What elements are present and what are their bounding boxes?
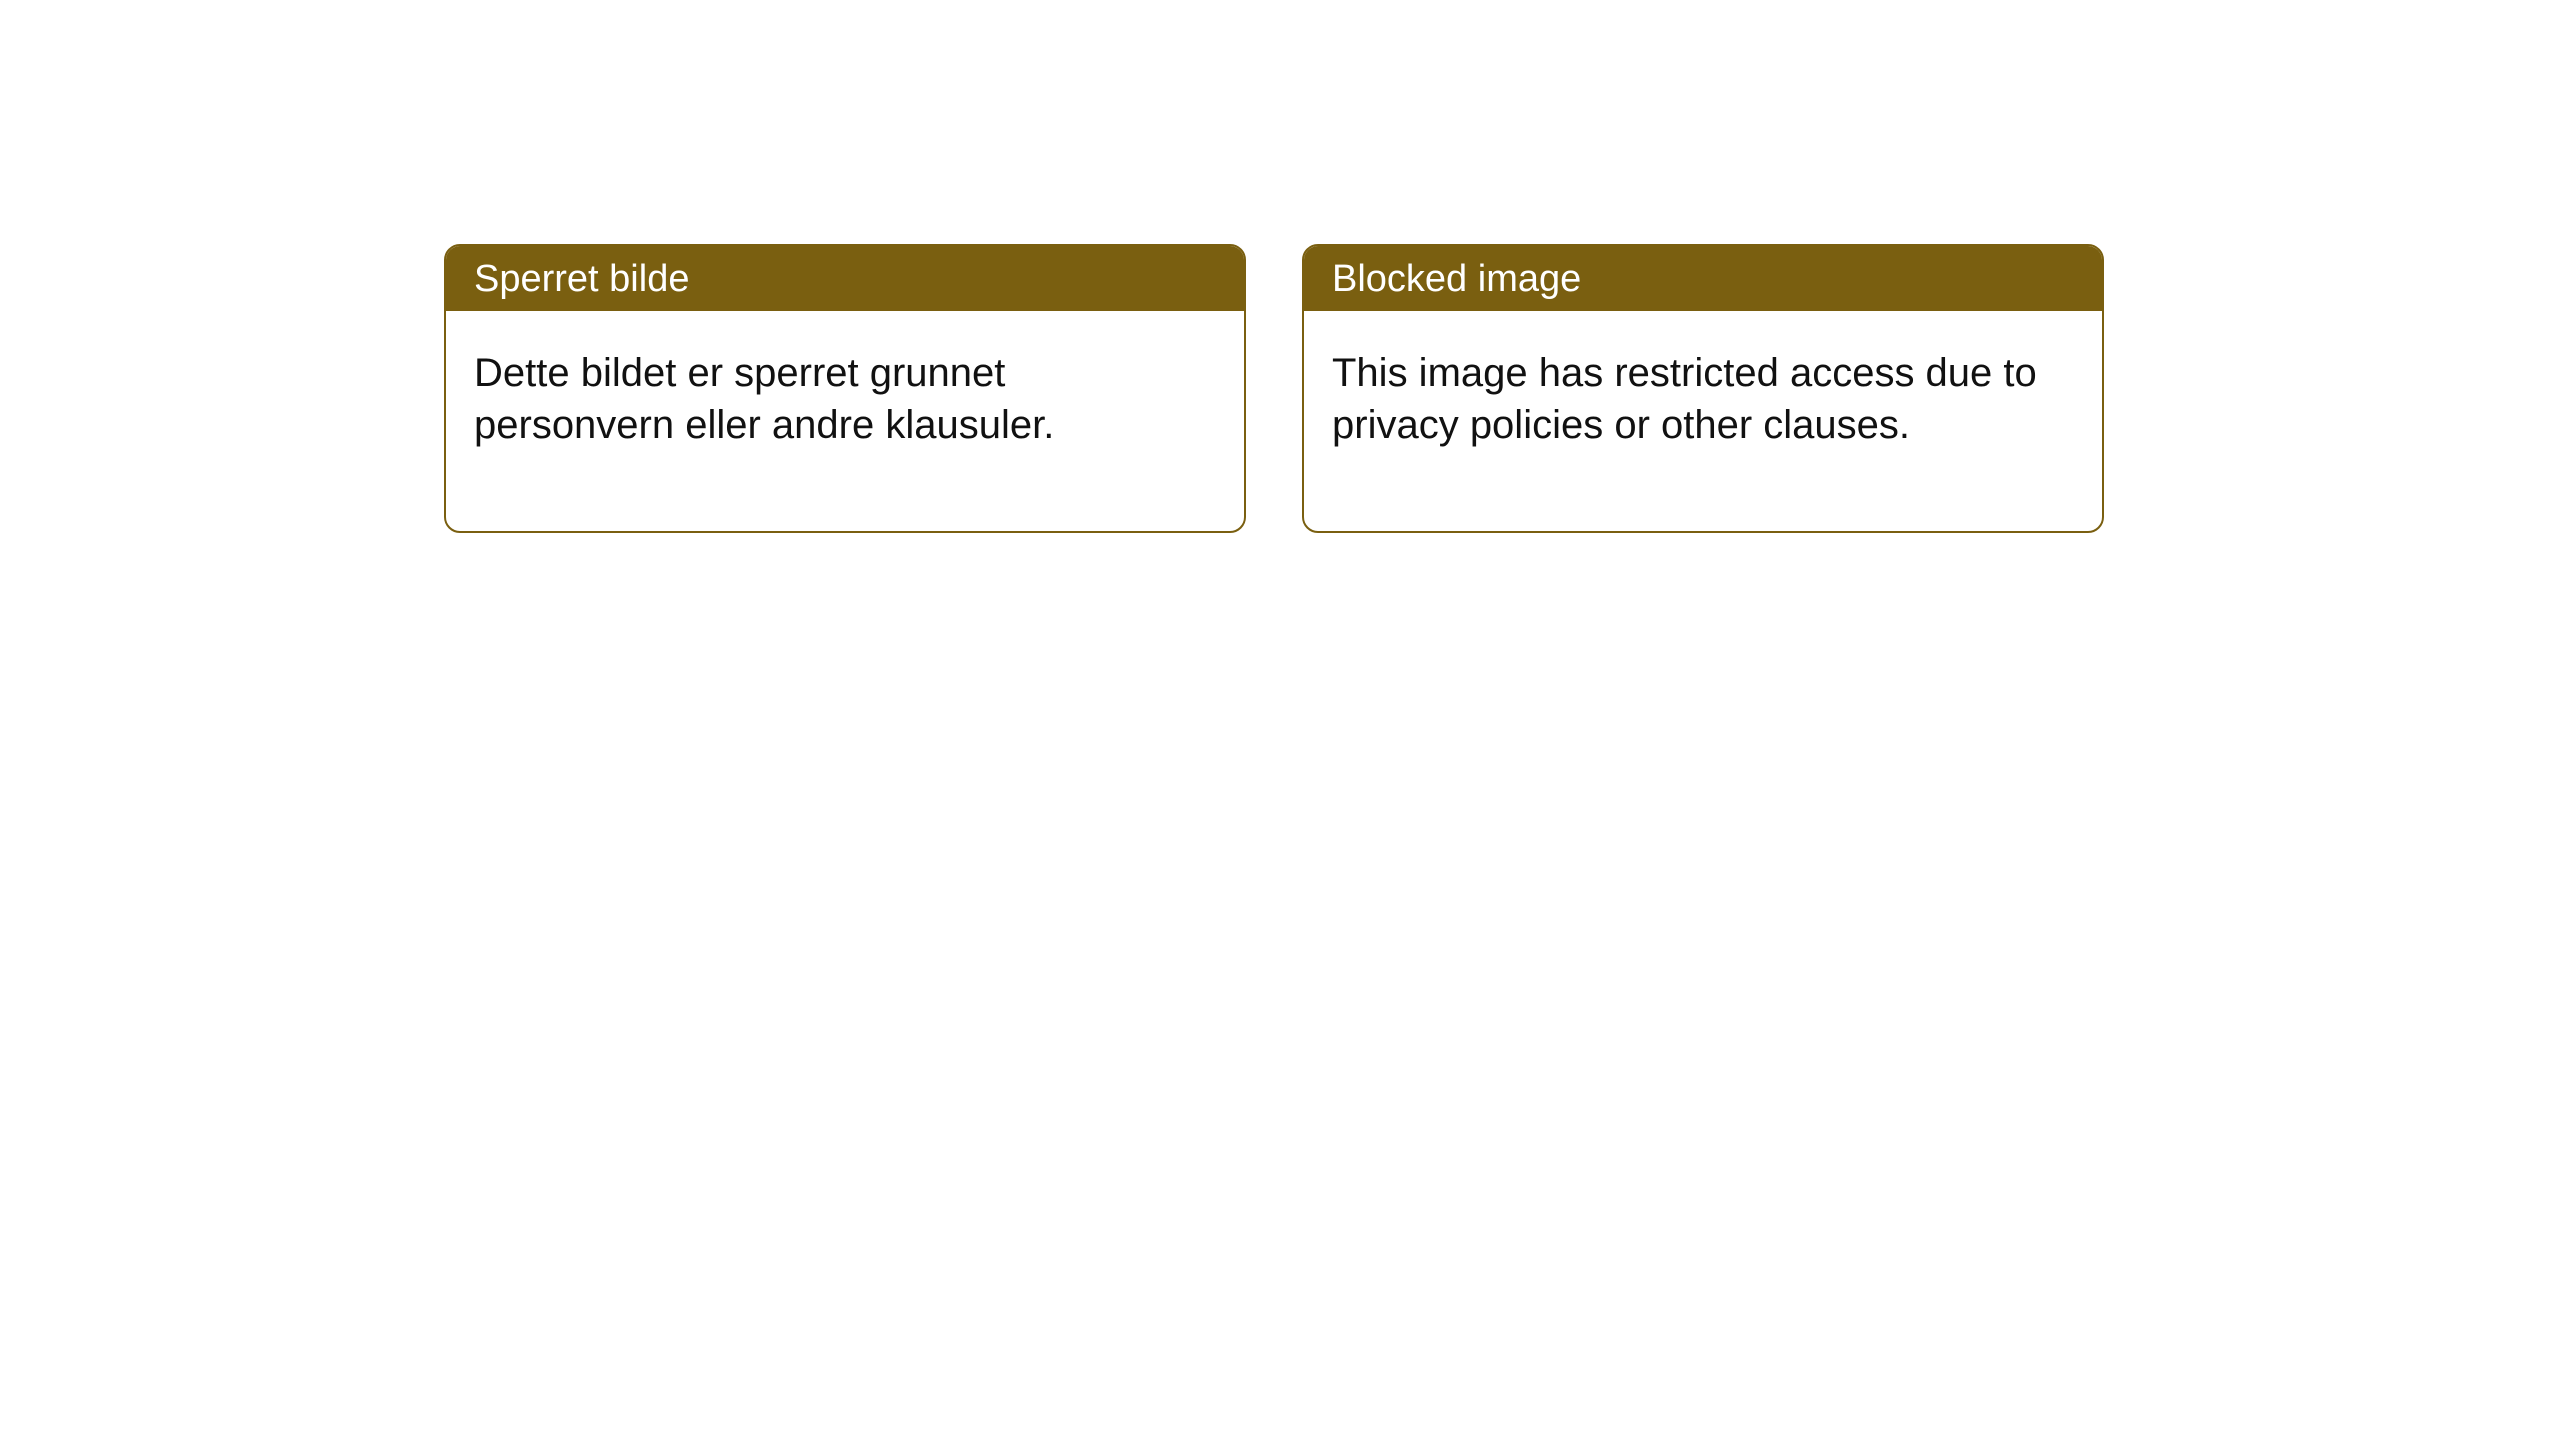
notice-card-body: Dette bildet er sperret grunnet personve…	[446, 311, 1244, 531]
notice-card-english: Blocked image This image has restricted …	[1302, 244, 2104, 533]
notice-card-title: Sperret bilde	[446, 246, 1244, 311]
notice-cards-row: Sperret bilde Dette bildet er sperret gr…	[0, 0, 2560, 533]
notice-card-body: This image has restricted access due to …	[1304, 311, 2102, 531]
notice-card-title: Blocked image	[1304, 246, 2102, 311]
notice-card-norwegian: Sperret bilde Dette bildet er sperret gr…	[444, 244, 1246, 533]
